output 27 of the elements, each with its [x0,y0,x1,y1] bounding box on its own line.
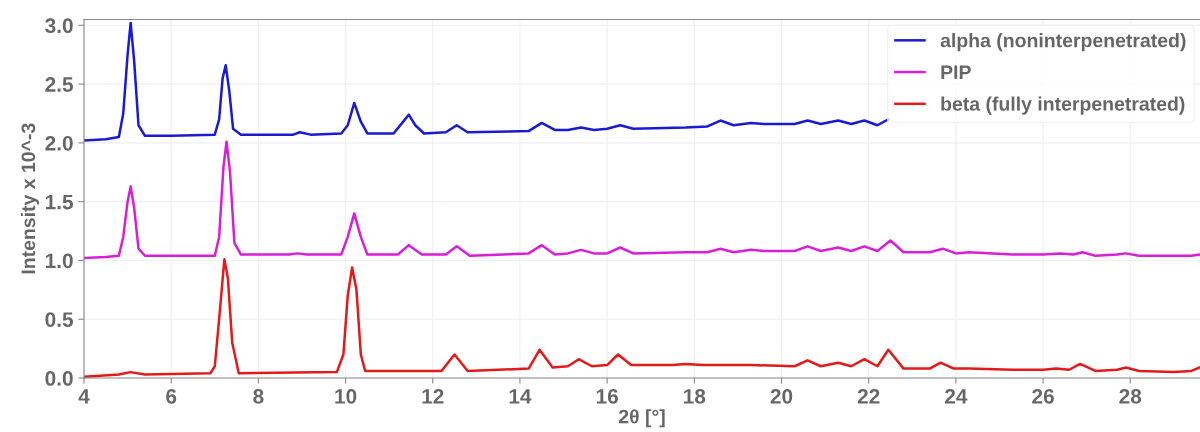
legend-label: beta (fully interpenetrated) [941,96,1185,115]
legend-label: PIP [941,65,971,79]
x-tick-label: 14 [509,389,532,404]
x-tick-label: 16 [596,388,618,404]
line-series [84,140,1200,260]
x-axis-title: 2θ [°] [618,409,665,428]
x-tick-label: 28 [1119,388,1142,404]
y-tick-label: 1.5 [45,194,74,210]
legend-label: alpha (noninterpenetrated) [940,33,1186,52]
x-tick-label: 22 [857,388,880,404]
x-tick-label: 24 [945,388,968,404]
y-tick-label: 2.0 [45,135,73,151]
y-tick-label: 0.0 [45,371,73,386]
x-tick-label: 10 [335,388,357,404]
y-axis-title: Intensity x 10^-3 [20,123,40,274]
x-tick-label: 8 [253,388,264,404]
x-tick-label: 18 [684,388,706,404]
y-tick-label: 2.5 [45,77,74,92]
y-tick-label: 0.5 [45,312,74,327]
line-series [84,21,890,142]
x-tick-label: 12 [422,388,444,404]
x-tick-label: 4 [78,389,90,404]
y-tick-label: 1.0 [45,253,73,269]
x-tick-label: 26 [1032,388,1054,404]
y-tick-label: 3.0 [45,18,73,34]
x-tick-label: 6 [166,388,177,404]
x-tick-label: 20 [770,388,793,404]
